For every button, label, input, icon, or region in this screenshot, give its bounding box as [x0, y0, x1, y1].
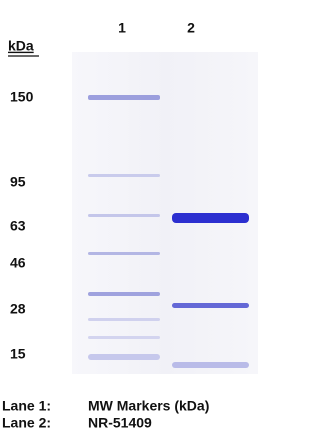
page: {"header": {"lane_numbers": ["1", "2"], … — [0, 0, 272, 439]
marker-label: 150 — [10, 89, 34, 105]
band — [172, 303, 249, 308]
band — [88, 214, 160, 217]
band — [88, 292, 160, 296]
band — [88, 354, 160, 360]
unit-label: kDa — [8, 38, 34, 54]
marker-label: 28 — [10, 301, 26, 317]
gel-figure: 1 2 kDa 150 95 63 46 28 15 Lane 1: MW Ma… — [0, 0, 272, 439]
band — [88, 318, 160, 321]
lane-legend-label: Lane 1: — [2, 398, 51, 414]
band — [172, 213, 249, 223]
band — [88, 336, 160, 339]
lane-number: 1 — [118, 20, 126, 36]
band — [88, 174, 160, 177]
marker-label: 15 — [10, 346, 26, 362]
lane-legend-label: Lane 2: — [2, 415, 51, 431]
band — [88, 95, 160, 100]
band — [172, 362, 249, 368]
lane-number: 2 — [187, 20, 195, 36]
band — [88, 252, 160, 255]
lane-legend-description: MW Markers (kDa) — [88, 398, 209, 414]
marker-label: 46 — [10, 255, 26, 271]
marker-label: 95 — [10, 174, 26, 190]
marker-label: 63 — [10, 218, 26, 234]
lane-legend-description: NR-51409 — [88, 415, 152, 431]
